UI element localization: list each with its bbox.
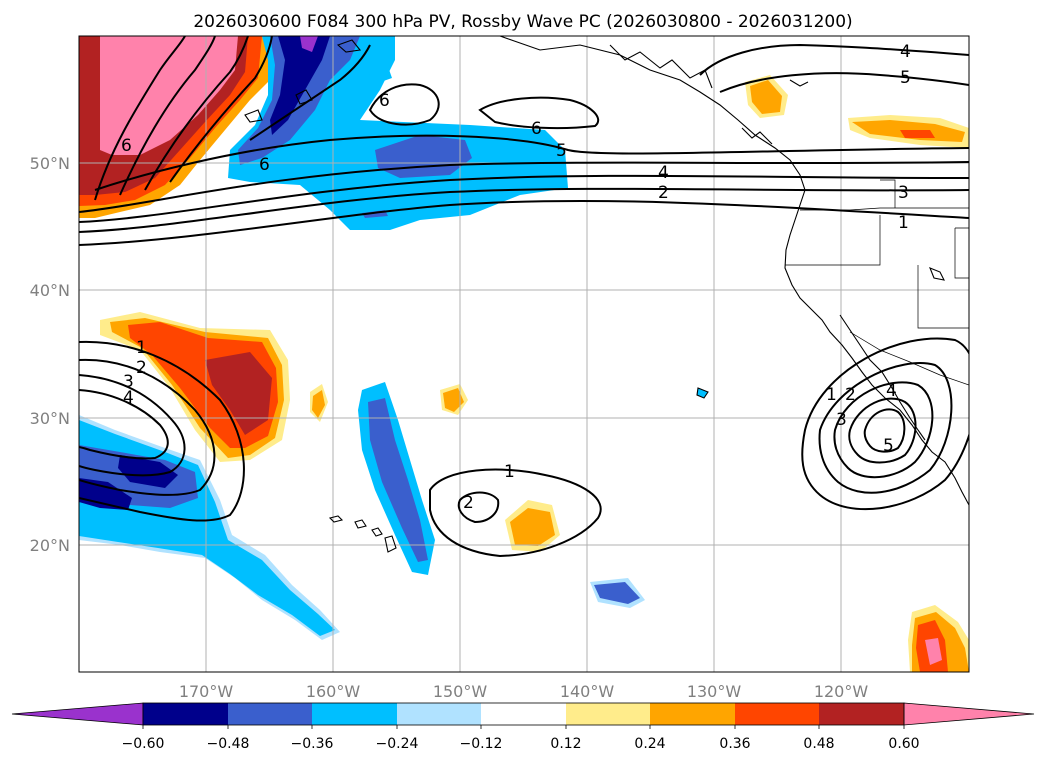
colorbar-segment [312,703,397,725]
contour-label: 5 [556,141,567,161]
colorbar-tick-label: 0.24 [634,736,665,752]
colorbar-tick-label: 0.60 [888,736,919,752]
contour-label: 1 [826,385,837,405]
coastlines [244,36,969,553]
longitude-labels: 170°W 160°W 150°W 140°W 130°W 120°W [179,682,869,701]
contour-label: 4 [658,163,669,183]
colorbar-segment [397,703,481,725]
colorbar-extend-low [11,702,144,726]
colorbar: −0.60 −0.48 −0.36 −0.24 −0.12 0.12 0.24 … [11,702,1035,752]
figure-title: 2026030600 F084 300 hPa PV, Rossby Wave … [193,12,852,32]
latitude-labels: 50°N 40°N 30°N 20°N [30,154,70,555]
contour-label: 3 [898,183,909,203]
lat-label: 30°N [30,409,70,428]
contour-label: 5 [883,436,894,456]
colorbar-tick-label: −0.12 [460,736,503,752]
contour-labels: 6 6 6 6 5 4 2 4 5 3 1 1 2 3 4 1 2 1 2 3 … [121,42,911,513]
lat-label: 40°N [30,281,70,300]
contour-label: 3 [836,410,847,430]
contour-label: 2 [463,493,474,513]
colorbar-segment [566,703,650,725]
contour-label: 6 [379,91,390,111]
contours [79,36,969,558]
contour-label: 4 [123,388,134,408]
contour-label: 2 [658,183,669,203]
colorbar-segment [481,703,566,725]
contour-label: 1 [136,338,147,358]
map-frame [78,35,970,673]
contour-label: 6 [259,155,270,175]
map-area: 6 6 6 6 5 4 2 4 5 3 1 1 2 3 4 1 2 1 2 3 … [79,36,969,672]
lat-label: 50°N [30,154,70,173]
colorbar-outline [142,702,905,726]
contour-label: 5 [900,68,911,88]
colorbar-segment [650,703,735,725]
lon-label: 120°W [814,682,869,701]
colorbar-segment [735,703,819,725]
contour-label: 3 [123,372,134,392]
colorbar-tick-label: −0.24 [376,736,419,752]
contour-label: 2 [845,385,856,405]
lon-label: 160°W [306,682,361,701]
colorbar-segment [228,703,312,725]
contour-label: 1 [898,213,909,233]
colorbar-ticks [142,725,905,729]
contour-label: 1 [504,462,515,482]
colorbar-tick-label: 0.12 [550,736,581,752]
contour-label: 6 [531,119,542,139]
contour-label: 4 [900,42,911,62]
colorbar-segment [819,703,904,725]
colorbar-tick-label: −0.60 [122,736,165,752]
colorbar-tick-label: 0.36 [719,736,750,752]
colorbar-tick-label: −0.36 [291,736,334,752]
colorbar-tick-label: 0.48 [803,736,834,752]
lon-label: 150°W [433,682,488,701]
lon-label: 140°W [560,682,615,701]
contour-label: 4 [886,381,897,401]
colorbar-segment [143,703,228,725]
contour-label: 6 [121,136,132,156]
colorbar-extend-high [903,702,1035,726]
lon-label: 130°W [687,682,742,701]
lon-label: 170°W [179,682,234,701]
lat-label: 20°N [30,536,70,555]
colorbar-tick-label: −0.48 [207,736,250,752]
contour-label: 2 [136,358,147,378]
